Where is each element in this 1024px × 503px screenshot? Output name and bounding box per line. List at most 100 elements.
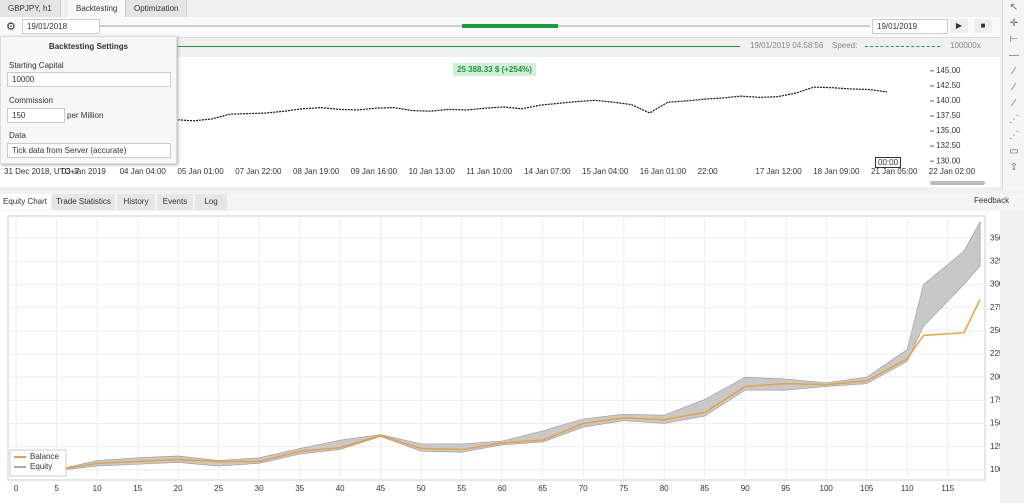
- stop-button[interactable]: ■: [974, 19, 992, 33]
- x-tick-label: 05 Jan 01:00: [177, 167, 224, 176]
- profit-badge: 25 388.33 $ (+254%): [453, 63, 536, 76]
- settings-panel: Backtesting Settings Starting Capital 10…: [0, 36, 177, 164]
- y-tick-label: 32500: [990, 256, 1000, 265]
- bottom-tabbar: [0, 193, 1024, 211]
- legend-label: Balance: [30, 452, 59, 461]
- play-button[interactable]: ▶: [950, 19, 968, 33]
- legend: [9, 449, 67, 477]
- x-tick-label: 16 Jan 01:00: [640, 167, 687, 176]
- x-tick-label: 5: [54, 484, 59, 493]
- x-tick-label: 10 Jan 13:00: [409, 167, 456, 176]
- y-tick-label: 25000: [990, 326, 1000, 335]
- y-tick-label: 140.00: [936, 96, 961, 105]
- x-tick-label: 55: [457, 484, 466, 493]
- x-tick-label: 03 Jan 2019: [62, 167, 107, 176]
- x-tick-label: 30: [255, 484, 264, 493]
- x-tick-label: 95: [781, 484, 790, 493]
- y-tick-label: 27500: [990, 303, 1000, 312]
- x-tick-label: 0: [14, 484, 19, 493]
- bottom-tab[interactable]: Events: [157, 194, 193, 210]
- y-tick-label: 135.00: [936, 126, 961, 135]
- x-tick-label: 22 Jan 02:00: [929, 167, 976, 176]
- progress: [175, 46, 740, 47]
- x-tick-label: 75: [619, 484, 628, 493]
- x-tick-label: 15: [133, 484, 142, 493]
- end-date[interactable]: 19/01/2019: [872, 19, 948, 34]
- x-tick-label: 50: [417, 484, 426, 493]
- tab[interactable]: Optimization: [126, 0, 188, 17]
- x-tick-label: 105: [860, 484, 874, 493]
- y-tick-label: 35000: [990, 233, 1000, 242]
- x-tick-label: 09 Jan 16:00: [351, 167, 398, 176]
- y-tick-label: 130.00: [936, 156, 961, 165]
- scrollbar[interactable]: [930, 181, 985, 185]
- x-tick-label: 45: [376, 484, 385, 493]
- y-tick-label: 142.50: [936, 81, 961, 90]
- equity-chart: 10000 12500 15000 17500 20000 22500 25000 27500…: [7, 215, 1000, 493]
- x-tick-label: 25: [214, 484, 223, 493]
- price-line: [174, 86, 888, 122]
- y-tick-label: 145.00: [936, 66, 961, 75]
- x-tick-label: 31 Dec 2018, UTC+7: [4, 167, 80, 176]
- symbol-tab[interactable]: GBPJPY, h1: [0, 0, 61, 17]
- balance-line: [16, 299, 981, 471]
- x-tick-label: 17 Jan 12:00: [755, 167, 802, 176]
- y-tick-label: 137.50: [936, 111, 961, 120]
- cursor-label: 00:00: [875, 157, 902, 168]
- bottom-tab[interactable]: Log: [195, 194, 227, 210]
- x-tick-label: 110: [901, 484, 914, 493]
- legend-label: Equity: [30, 462, 52, 471]
- equity-band: [15, 221, 981, 472]
- y-tick-label: 30000: [990, 280, 1000, 289]
- x-tick-label: 14 Jan 07:00: [524, 167, 571, 176]
- x-tick-label: 85: [700, 484, 709, 493]
- equity-area: [0, 211, 1000, 503]
- x-tick-label: 04 Jan 04:00: [120, 167, 167, 176]
- y-tick-label: 22500: [990, 349, 1000, 358]
- capital-input[interactable]: 10000: [7, 72, 171, 87]
- drawing-tools[interactable]: ↖ ✛ ⊢ — ∕ ∕ ⁄ ⋰ ⋰ ▭ ⇪: [1002, 0, 1024, 190]
- slider-range: [462, 24, 558, 28]
- x-tick-label: 70: [579, 484, 588, 493]
- y-tick-label: 15000: [990, 419, 1000, 428]
- x-tick-label: 40: [336, 484, 345, 493]
- x-tick-label: 21 Jan 05:00: [871, 167, 918, 176]
- settings-button[interactable]: ⚙: [6, 21, 16, 33]
- commission-input[interactable]: 150: [7, 108, 65, 123]
- current-time: 19/01/2019 04:58:56: [750, 41, 824, 50]
- label: Data: [9, 131, 26, 140]
- start-date[interactable]: 19/01/2018: [22, 19, 100, 34]
- x-tick-label: 08 Jan 19:00: [293, 167, 340, 176]
- y-tick-label: 20000: [990, 372, 1000, 381]
- label: Commission: [9, 96, 54, 105]
- x-tick-label: 60: [498, 484, 507, 493]
- bottom-tab[interactable]: Equity Chart: [0, 194, 50, 210]
- x-tick-label: 20: [174, 484, 183, 493]
- x-tick-label: 10: [93, 484, 102, 493]
- y-tick-label: 17500: [990, 395, 1000, 404]
- tab[interactable]: Backtesting: [68, 0, 127, 17]
- x-tick-label: 22:00: [698, 167, 719, 176]
- bottom-tab[interactable]: Trade Statistics: [52, 194, 115, 210]
- x-tick-label: 15 Jan 04:00: [582, 167, 629, 176]
- unit: per Million: [67, 111, 104, 120]
- x-tick-label: 90: [741, 484, 750, 493]
- x-tick-label: 18 Jan 09:00: [813, 167, 860, 176]
- feedback[interactable]: Feedback: [974, 196, 1010, 205]
- data-select[interactable]: Tick data from Server (accurate): [7, 143, 171, 158]
- plot-frame: [7, 215, 986, 481]
- y-tick-label: 12500: [990, 442, 1000, 451]
- x-tick-label: 65: [538, 484, 547, 493]
- speed: 100000x: [950, 41, 981, 50]
- y-tick-label: 132.50: [936, 141, 961, 150]
- x-tick-label: 11 Jan 10:00: [466, 167, 512, 176]
- x-tick-label: 80: [660, 484, 669, 493]
- x-tick-label: 35: [295, 484, 304, 493]
- x-tick-label: 07 Jan 22:00: [235, 167, 282, 176]
- speed-slider[interactable]: [865, 46, 940, 47]
- bottom-tab[interactable]: History: [117, 194, 155, 210]
- price-chart: 130.00 132.50 135.00 137.50 140.00 142.50 145.…: [4, 66, 976, 176]
- y-tick-label: 10000: [990, 465, 1000, 474]
- x-tick-label: 115: [941, 484, 954, 493]
